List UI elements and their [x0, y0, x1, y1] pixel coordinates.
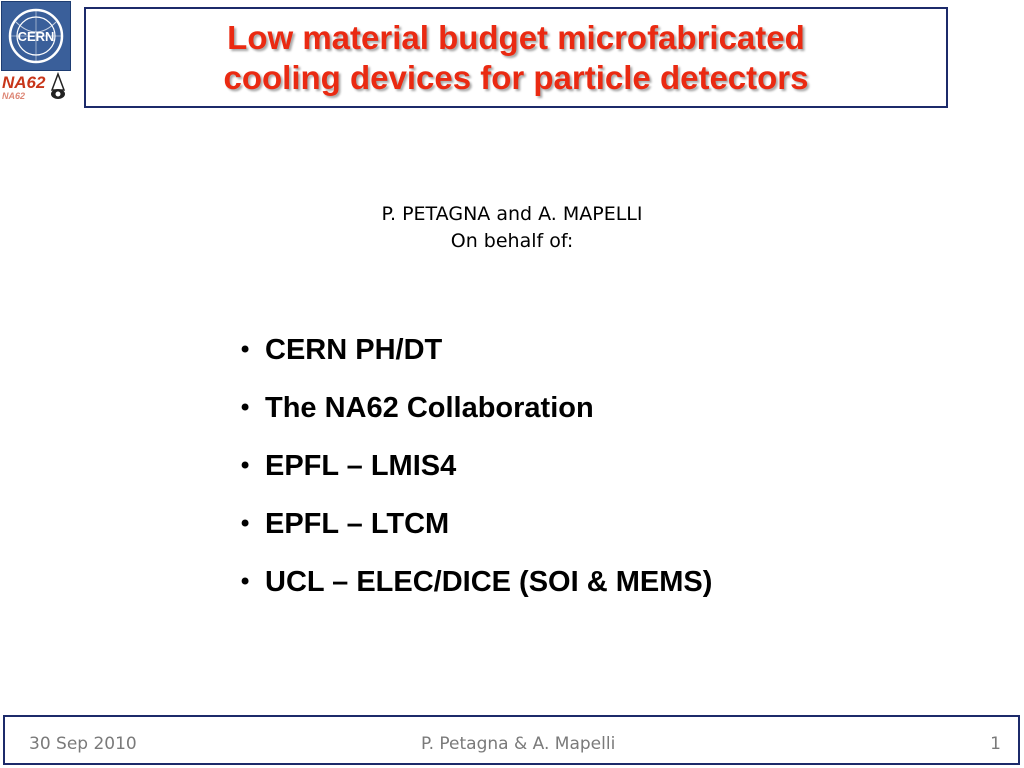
list-item-label: EPFL – LTCM [265, 508, 450, 540]
bullet-icon: • [238, 452, 253, 480]
svg-text:CERN: CERN [18, 29, 55, 44]
footer-authors: P. Petagna & A. Mapelli [421, 734, 616, 754]
bullet-icon: • [238, 510, 253, 538]
list-item: • EPFL – LMIS4 [238, 449, 712, 507]
bullet-icon: • [238, 568, 253, 596]
list-item: • CERN PH/DT [238, 333, 712, 391]
list-item-label: The NA62 Collaboration [265, 392, 594, 424]
list-item: • The NA62 Collaboration [238, 391, 712, 449]
bullet-icon: • [238, 394, 253, 422]
list-item-label: CERN PH/DT [265, 334, 443, 366]
title-line-1: Low material budget microfabricated [227, 18, 805, 56]
cern-logo-icon: CERN [1, 1, 71, 71]
slide-title: Low material budget microfabricated cool… [223, 18, 808, 98]
list-item-label: UCL – ELEC/DICE (SOI & MEMS) [265, 566, 713, 598]
svg-text:NA62: NA62 [2, 91, 25, 101]
title-box: Low material budget microfabricated cool… [84, 7, 948, 108]
na62-logo-icon: NA62 NA62 [0, 70, 74, 104]
list-item-label: EPFL – LMIS4 [265, 450, 457, 482]
page-number: 1 [990, 734, 1001, 754]
title-line-2: cooling devices for particle detectors [223, 58, 809, 96]
author-names: P. PETAGNA and A. MAPELLI [381, 203, 643, 225]
authors-block: P. PETAGNA and A. MAPELLI On behalf of: [312, 201, 712, 255]
svg-text:NA62: NA62 [2, 73, 46, 92]
list-item: • EPFL – LTCM [238, 507, 712, 565]
on-behalf-of: On behalf of: [450, 230, 574, 252]
footer-date: 30 Sep 2010 [29, 734, 137, 754]
slide-footer: 30 Sep 2010 P. Petagna & A. Mapelli 1 [3, 715, 1020, 765]
institutions-list: • CERN PH/DT • The NA62 Collaboration • EPF… [238, 333, 712, 623]
list-item: • UCL – ELEC/DICE (SOI & MEMS) [238, 565, 712, 623]
bullet-icon: • [238, 336, 253, 364]
